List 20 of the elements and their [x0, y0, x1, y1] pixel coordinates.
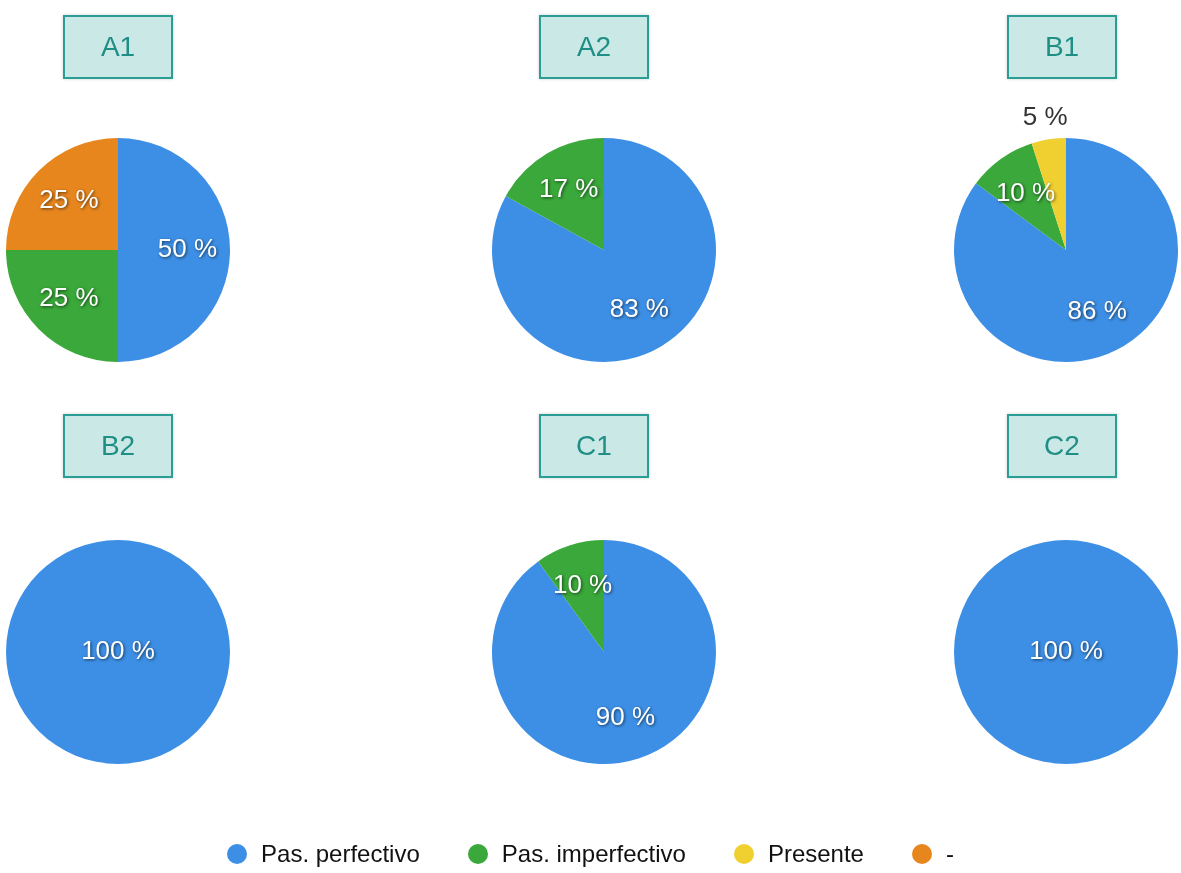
data-label: 90 % [595, 701, 656, 732]
data-label: 25 % [39, 282, 99, 313]
chart-title: B2 [63, 414, 173, 478]
chart-title: C1 [539, 414, 649, 478]
legend-label: Pas. imperfectivo [501, 840, 686, 868]
legend-label: - [945, 840, 954, 868]
data-label: 5 % [1022, 100, 1068, 131]
data-label: 100 % [1029, 635, 1103, 666]
data-label: 50 % [157, 233, 218, 264]
legend-label: Presente [767, 840, 864, 868]
chart-title: B1 [1007, 15, 1117, 79]
data-label: 86 % [1067, 295, 1127, 326]
chart-title: C2 [1007, 414, 1117, 478]
data-label: 25 % [39, 184, 99, 215]
chart-title: A1 [63, 15, 173, 79]
legend-label: Pas. perfectivo [261, 840, 420, 868]
chart-title: A2 [539, 15, 649, 79]
data-label: 17 % [539, 173, 599, 204]
data-label: 83 % [609, 292, 669, 323]
data-label: 100 % [81, 635, 155, 666]
